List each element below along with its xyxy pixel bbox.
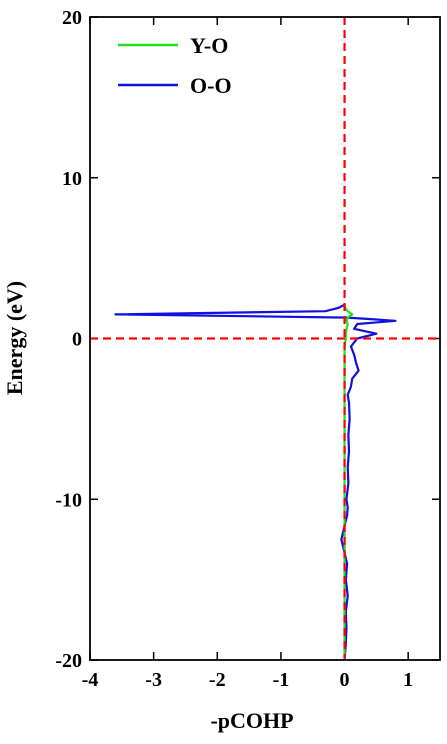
x-tick-label: 1 [403,669,413,691]
x-tick-label: -3 [145,669,162,691]
legend-label: O-O [190,73,232,98]
plot-frame [89,16,441,661]
y-tick-label: 10 [62,168,82,190]
y-tick-label: -20 [55,650,82,672]
legend-label: Y-O [190,33,228,58]
x-axis-label: -pCOHP [210,708,293,733]
y-tick-label: 20 [62,7,82,29]
y-tick-label: -10 [55,489,82,511]
x-tick-label: 0 [340,669,350,691]
y-axis-label: Energy (eV) [2,281,27,395]
y-tick-label: 0 [72,329,82,351]
series-line [114,303,397,661]
x-tick-label: -1 [273,669,290,691]
x-tick-label: -4 [82,669,99,691]
x-tick-label: -2 [209,669,226,691]
